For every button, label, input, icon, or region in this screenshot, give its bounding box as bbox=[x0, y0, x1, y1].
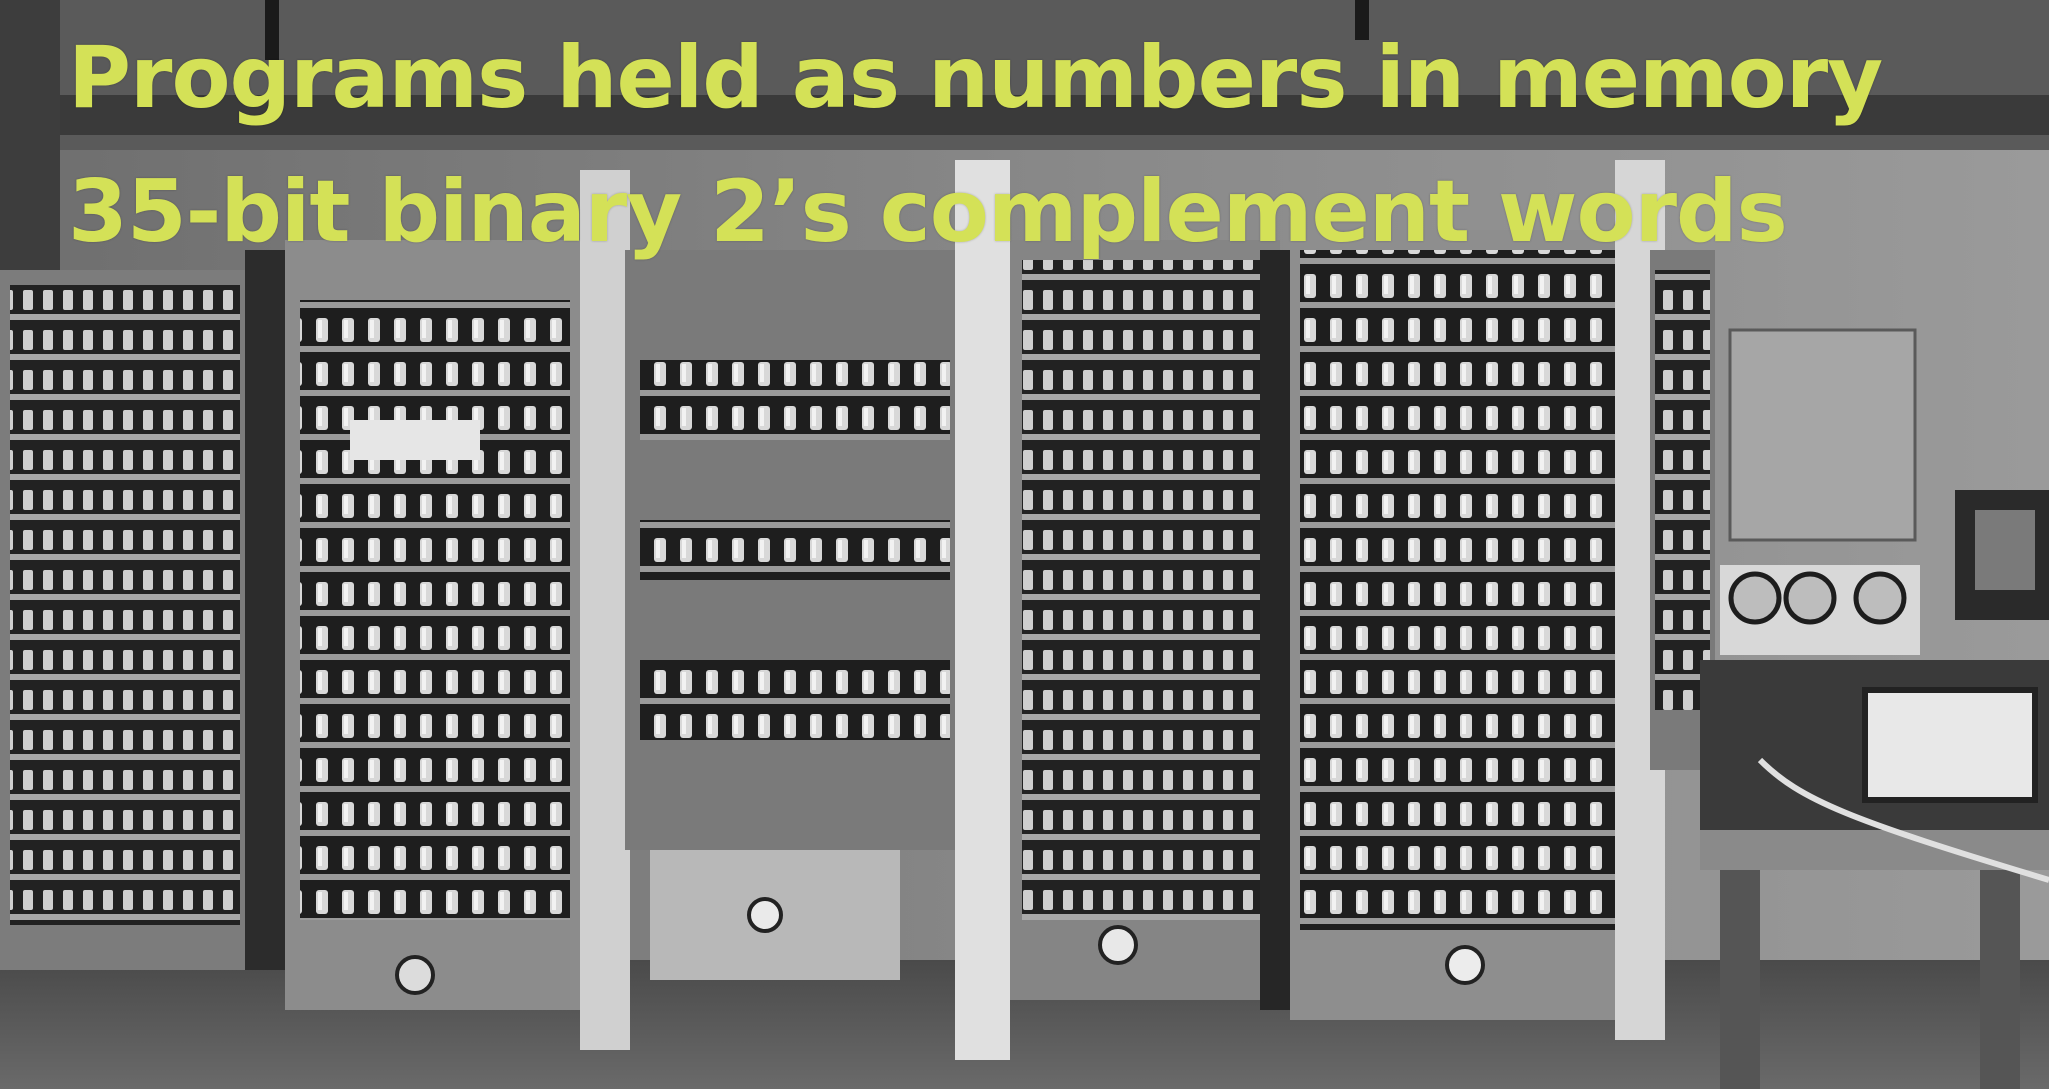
caption-line-1: Programs held as numbers in memory bbox=[68, 28, 1883, 128]
caption-line-2: 35-bit binary 2’s complement words bbox=[68, 162, 1788, 262]
